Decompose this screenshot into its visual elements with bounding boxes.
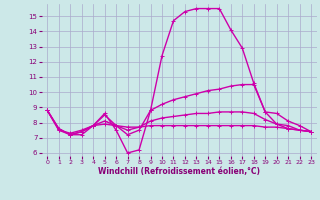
X-axis label: Windchill (Refroidissement éolien,°C): Windchill (Refroidissement éolien,°C) — [98, 167, 260, 176]
